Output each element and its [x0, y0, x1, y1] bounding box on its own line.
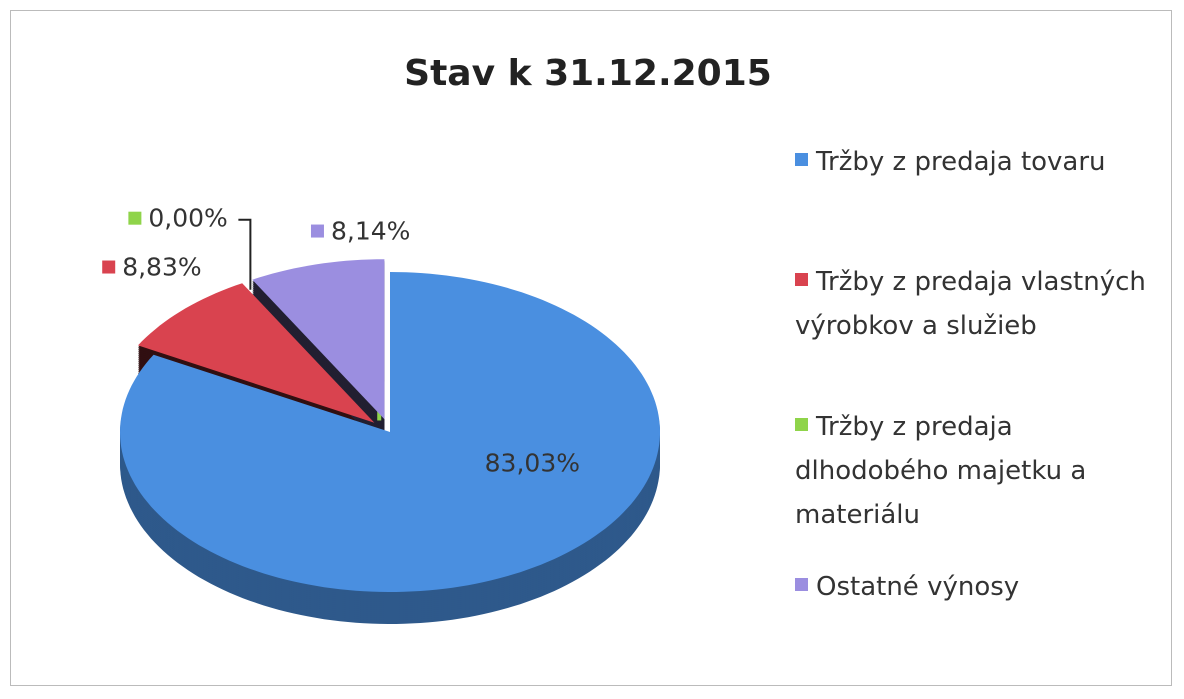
legend-entry: Tržby z predaja dlhodobého majetku a mat… — [795, 405, 1165, 537]
chart-frame — [10, 10, 1172, 686]
legend-entry: Tržby z predaja tovaru — [795, 140, 1165, 184]
chart-title: Stav k 31.12.2015 — [404, 53, 772, 94]
data-label: 8,14% — [331, 217, 410, 246]
legend-entry: Ostatné výnosy — [795, 565, 1165, 609]
data-label-marker — [102, 260, 116, 274]
legend-swatch — [795, 153, 808, 166]
legend-label: Ostatné výnosy — [816, 572, 1020, 602]
slice — [120, 272, 660, 592]
data-label: 0,00% — [148, 204, 227, 233]
legend-swatch — [795, 578, 808, 591]
legend-label: Tržby z predaja tovaru — [816, 147, 1106, 177]
slice — [138, 283, 375, 423]
slice — [252, 259, 385, 420]
data-label: 83,03% — [485, 449, 580, 478]
legend-swatch — [795, 273, 808, 286]
legend-label: Tržby z predaja dlhodobého majetku a mat… — [795, 412, 1087, 530]
data-label: 8,83% — [122, 253, 201, 282]
legend-entry: Tržby z predaja vlastných výrobkov a slu… — [795, 260, 1165, 348]
data-label-marker — [128, 211, 142, 225]
data-label-marker — [310, 224, 324, 238]
legend-label: Tržby z predaja vlastných výrobkov a slu… — [795, 267, 1146, 341]
leader-line — [238, 218, 252, 290]
legend-swatch — [795, 418, 808, 431]
